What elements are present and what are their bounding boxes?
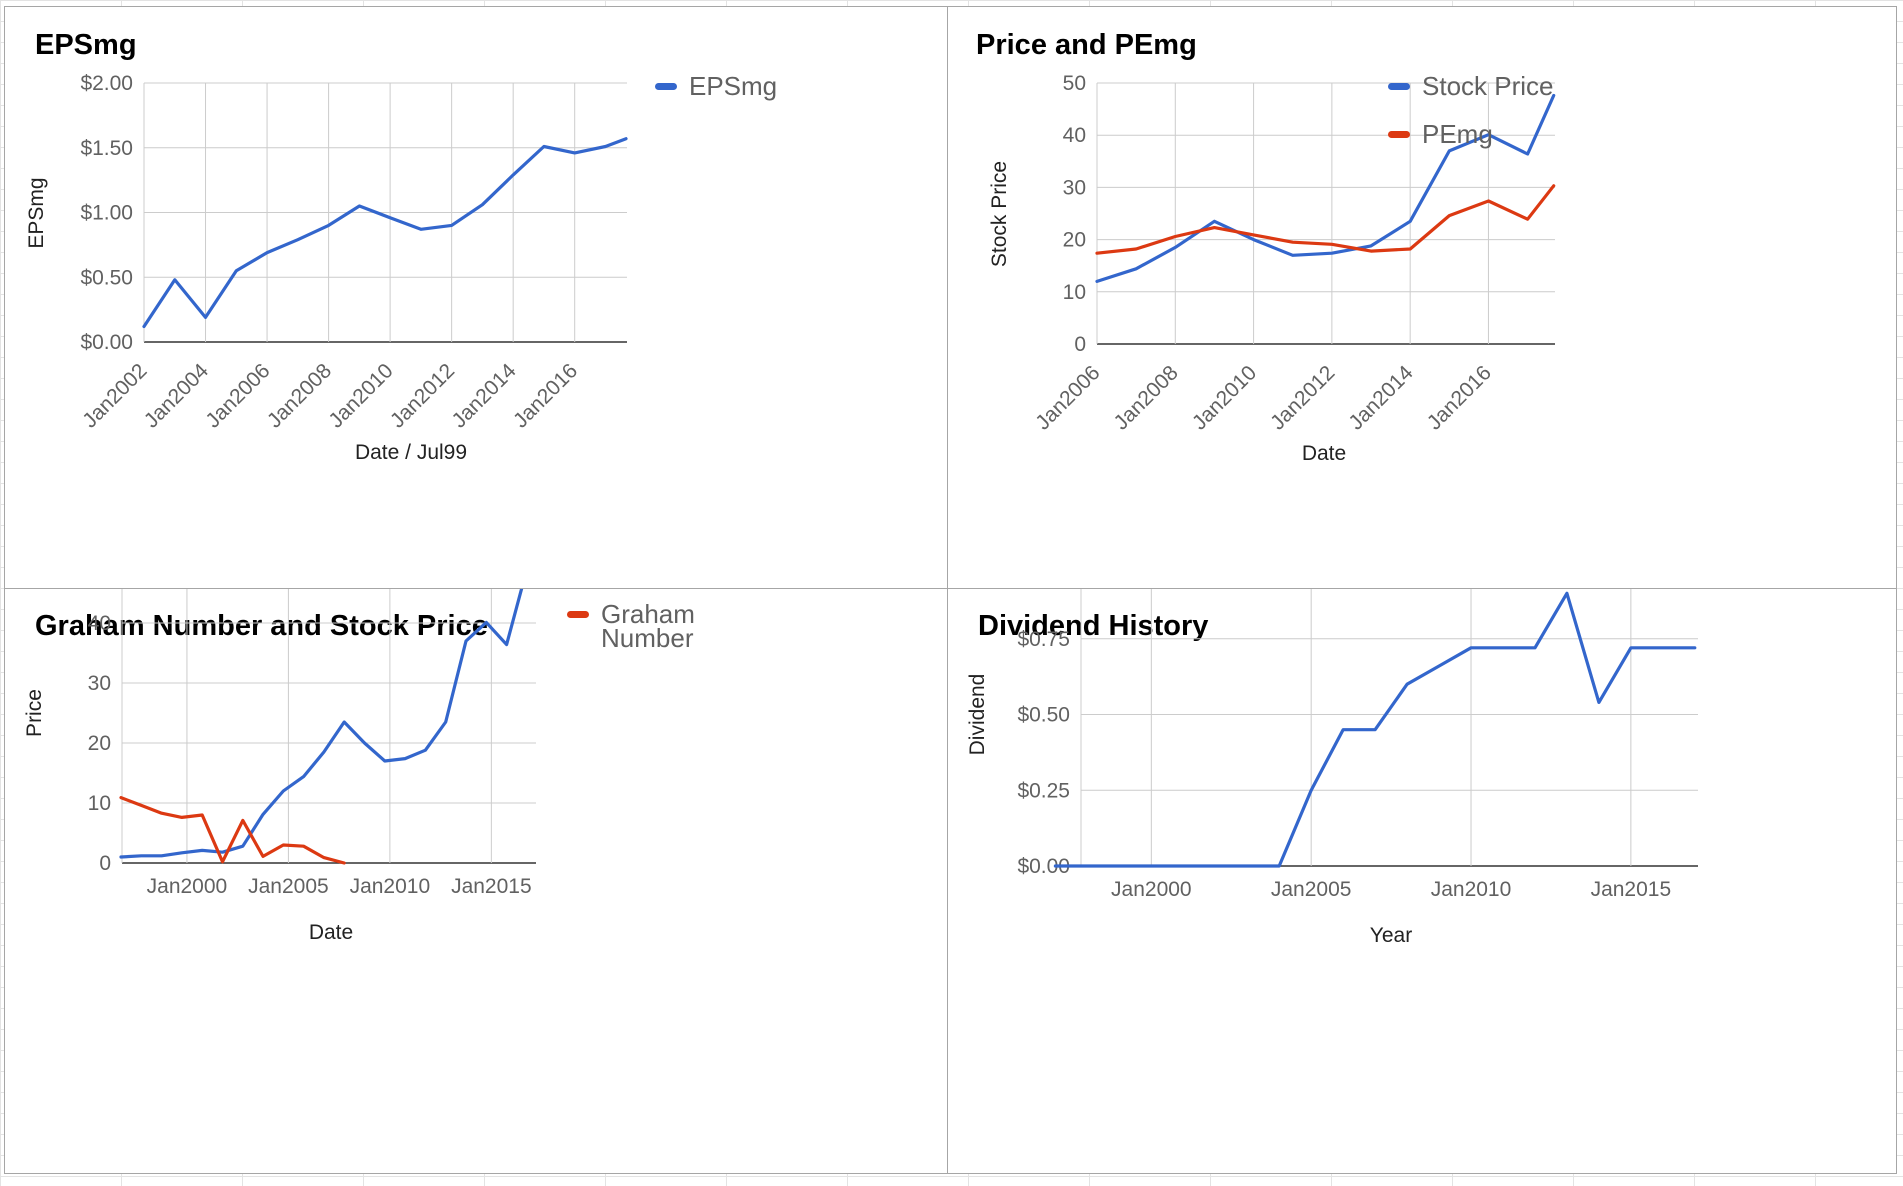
y-tick-label: $2.00 xyxy=(80,72,133,95)
legend-swatch xyxy=(1388,83,1410,90)
y-tick-label: $0.50 xyxy=(80,266,133,289)
y-tick-label: 20 xyxy=(1063,229,1086,252)
series-line-pemg xyxy=(1095,184,1556,255)
epsmg-chart: EPSmg $0.00$0.50$1.00$1.50$2.00Jan2002Ja… xyxy=(25,29,777,464)
x-axis-title: Date xyxy=(1302,442,1346,465)
graham-number-chart-panel[interactable]: Graham Number and Stock Price 0102030405… xyxy=(4,588,948,1174)
legend-label: PEmg xyxy=(1422,119,1493,149)
x-tick-label: Jan2016 xyxy=(1423,361,1496,434)
x-axis-title: Year xyxy=(1370,924,1412,947)
x-axis-title: Date xyxy=(309,921,353,944)
legend-swatch xyxy=(655,83,677,90)
dividend-history-chart: Dividend History $0.00$0.25$0.50$0.75$1.… xyxy=(966,589,1698,947)
x-axis-title: Date / Jul99 xyxy=(355,441,467,464)
x-tick-label: Jan2010 xyxy=(1431,878,1512,901)
y-tick-label: 40 xyxy=(1063,124,1086,147)
x-tick-label: Jan2000 xyxy=(1111,878,1192,901)
x-tick-label: Jan2010 xyxy=(350,875,431,898)
x-tick-label: Jan2004 xyxy=(140,359,213,432)
price-pemg-chart-panel[interactable]: Price and PEmg 0 10 20 30 40 50 Jan2006 Jan2008… xyxy=(947,6,1897,590)
x-tick-label: Jan2014 xyxy=(1344,361,1417,434)
legend-label: EPSmg xyxy=(689,71,777,101)
x-tick-label: Jan2015 xyxy=(451,875,532,898)
legend-swatch xyxy=(567,611,589,618)
series-line-graham-number xyxy=(119,796,346,865)
series-line-epsmg xyxy=(142,137,628,329)
y-tick-label: $1.00 xyxy=(80,202,133,225)
legend-label: Number xyxy=(601,623,694,653)
x-tick-label: Jan2008 xyxy=(263,359,336,432)
chart-title: EPSmg xyxy=(35,29,137,61)
legend-item: EPSmg xyxy=(655,71,777,101)
price-pemg-chart: Price and PEmg 0 10 20 30 40 50 Jan2006 Jan2008… xyxy=(976,29,1556,465)
x-tick-label: Jan2006 xyxy=(1031,361,1104,434)
y-axis-title: Dividend xyxy=(966,674,989,756)
x-tick-label: Jan2000 xyxy=(147,875,228,898)
x-tick-label: Jan2010 xyxy=(1188,361,1261,434)
y-tick-label: $0.00 xyxy=(80,331,133,354)
x-tick-label: Jan2010 xyxy=(324,359,397,432)
x-tick-label: Jan2014 xyxy=(447,359,520,432)
chart-title: Price and PEmg xyxy=(976,29,1197,61)
y-tick-label: 50 xyxy=(1063,72,1086,95)
chart-title: Dividend History xyxy=(978,610,1208,642)
epsmg-chart-panel[interactable]: EPSmg $0.00 $0.50 $1.00 $1.50 $2.00 Jan2002 Ja… xyxy=(4,6,948,590)
legend-item: PEmg xyxy=(1388,119,1493,149)
y-tick-label: 40 xyxy=(88,612,111,635)
y-tick-label: 30 xyxy=(1063,176,1086,199)
x-tick-label: Jan2012 xyxy=(386,359,459,432)
x-tick-label: Jan2002 xyxy=(78,359,151,432)
y-tick-label: $0.25 xyxy=(1017,779,1070,802)
y-tick-label: 0 xyxy=(1074,333,1086,356)
legend-swatch xyxy=(1388,131,1410,138)
y-axis-title: Stock Price xyxy=(988,161,1011,267)
x-tick-label: Jan2006 xyxy=(201,359,274,432)
x-tick-label: Jan2005 xyxy=(1271,878,1352,901)
x-tick-label: Jan2005 xyxy=(248,875,329,898)
legend-label: Graham xyxy=(601,599,695,629)
y-tick-label: 30 xyxy=(88,672,111,695)
y-tick-label: 20 xyxy=(88,732,111,755)
legend-label: Stock Price xyxy=(1422,71,1554,101)
y-tick-label: 10 xyxy=(1063,281,1086,304)
chart-title: Graham Number and Stock Price xyxy=(35,610,488,642)
x-tick-label: Jan2015 xyxy=(1591,878,1672,901)
dividend-history-chart-panel[interactable]: Dividend History $0.00$0.25$0.50$0.75$1.… xyxy=(947,588,1897,1174)
y-tick-label: 0 xyxy=(99,852,111,875)
y-axis-title: Price xyxy=(23,689,46,737)
x-tick-label: Jan2012 xyxy=(1266,361,1339,434)
y-tick-label: $0.75 xyxy=(1017,628,1070,651)
y-tick-label: 10 xyxy=(88,792,111,815)
y-tick-label: $0.00 xyxy=(1017,855,1070,878)
graham-number-chart: Graham Number and Stock Price 0102030405… xyxy=(23,589,695,944)
x-tick-label: Jan2008 xyxy=(1110,361,1183,434)
y-axis-title: EPSmg xyxy=(25,177,48,248)
y-tick-label: $0.50 xyxy=(1017,704,1070,727)
y-tick-label: $1.50 xyxy=(80,137,133,160)
legend-item: Stock Price xyxy=(1388,71,1554,101)
x-tick-label: Jan2016 xyxy=(509,359,582,432)
